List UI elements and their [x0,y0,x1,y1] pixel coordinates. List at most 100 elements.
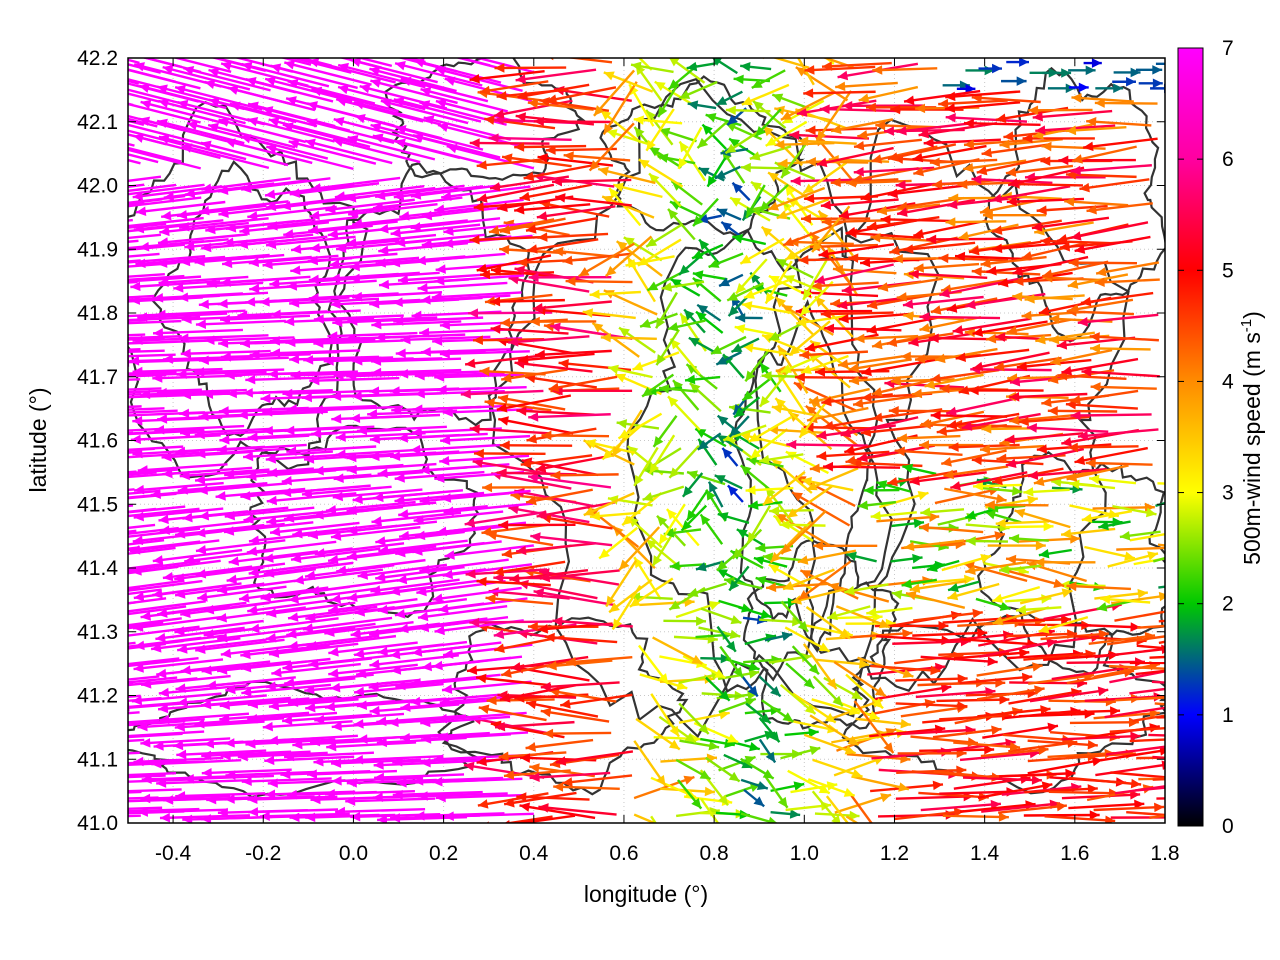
wind-arrow-head [930,305,942,315]
wind-arrow-head [541,430,552,441]
wind-arrow [128,273,165,278]
wind-arrow-head [482,482,493,493]
wind-arrow-shaft [439,454,530,463]
wind-arrow [494,720,575,732]
wind-arrow-head [217,807,228,818]
wind-arrow-shaft [1033,221,1094,234]
wind-arrow [133,481,224,495]
wind-arrow [1129,687,1165,695]
wind-arrow [541,430,610,441]
wind-arrow-shaft [128,539,165,546]
wind-arrow-head [684,374,696,385]
wind-arrow-shaft [313,314,404,321]
wind-arrow-shaft [540,681,620,689]
wind-arrow-shaft [977,707,1051,718]
wind-arrow-head [443,811,454,821]
wind-arrow-head [398,623,409,634]
wind-arrow [779,520,826,530]
wind-arrow [526,238,599,254]
wind-arrow [687,582,728,598]
wind-arrow [696,303,722,322]
wind-arrow [225,770,316,780]
wind-arrow-shaft [965,560,1027,574]
wind-arrow-head [799,426,810,438]
wind-arrow [525,699,599,718]
wind-arrow-shaft [1138,777,1165,781]
wind-arrow [490,324,569,335]
wind-arrow-head [717,569,729,579]
wind-arrow-head [768,275,780,285]
wind-arrow-head [305,612,316,623]
wind-arrow [741,376,773,402]
wind-arrow [410,443,501,455]
wind-arrow-shaft [1068,776,1142,786]
wind-arrow-head [434,473,445,483]
wind-arrow-head [1081,513,1093,523]
wind-arrow-head [223,237,234,248]
wind-arrow-head [345,333,356,344]
wind-arrow [217,626,307,643]
wind-arrow-head [972,327,984,337]
wind-arrow [1096,599,1134,612]
wind-arrow-head [909,583,921,594]
wind-arrow-head [1206,805,1216,814]
wind-arrow [282,388,373,399]
wind-arrow [981,486,1023,496]
wind-arrow-shaft [128,579,184,590]
wind-arrow [152,582,242,599]
wind-arrow-head [913,518,925,529]
wind-arrow [718,273,744,288]
wind-arrow [128,319,182,325]
wind-arrow [806,467,859,491]
wind-arrow [894,446,963,457]
wind-arrow-shaft [133,507,224,519]
wind-arrow [852,394,920,409]
wind-arrow-head [76,649,86,659]
wind-arrow-shaft [1093,805,1165,812]
wind-arrow-head [938,621,949,631]
wind-arrow-shaft [156,388,247,395]
wind-arrow-head [86,352,96,362]
wind-arrow-head [419,564,430,575]
wind-arrow-shaft [410,443,501,452]
wind-arrow-head [814,275,826,285]
wind-arrow-head [719,710,730,720]
wind-arrow-head [552,616,563,627]
wind-arrow [443,811,534,821]
wind-arrow-head [377,468,388,478]
wind-arrow [808,387,870,406]
wind-arrow-head [837,300,848,310]
wind-arrow-shaft [417,281,508,290]
wind-arrow-shaft [130,434,221,442]
wind-arrow-head [173,283,184,293]
wind-arrow-head [952,325,964,335]
wind-arrow [761,333,810,356]
wind-arrow-head [982,210,993,221]
wind-arrow-head [394,473,405,483]
wind-arrow [398,617,488,634]
wind-arrow-head [497,394,509,404]
wind-arrow-head [399,211,410,221]
wind-arrow-shaft [1031,216,1110,230]
wind-arrow-head [157,237,169,247]
wind-arrow-shaft [347,316,438,323]
wind-arrow-shaft [329,271,420,281]
wind-arrow-head [262,259,273,270]
wind-arrow-head [823,420,834,431]
wind-arrow [905,590,966,609]
wind-arrow-shaft [913,262,980,270]
wind-arrow [979,444,1045,454]
wind-arrow [176,204,267,220]
wind-arrow-shaft [1109,726,1165,733]
wind-arrow [1088,474,1137,485]
wind-arrow-head [284,677,295,688]
wind-arrow-head [247,699,259,709]
wind-arrow-shaft [1066,584,1131,591]
wind-arrow-shaft [265,145,354,171]
wind-arrow-shaft [1152,556,1165,563]
wind-arrow-head [632,361,644,371]
wind-arrow [801,213,871,224]
wind-arrow-head [265,789,276,800]
wind-arrow [834,793,892,814]
wind-arrow-head [909,476,920,486]
